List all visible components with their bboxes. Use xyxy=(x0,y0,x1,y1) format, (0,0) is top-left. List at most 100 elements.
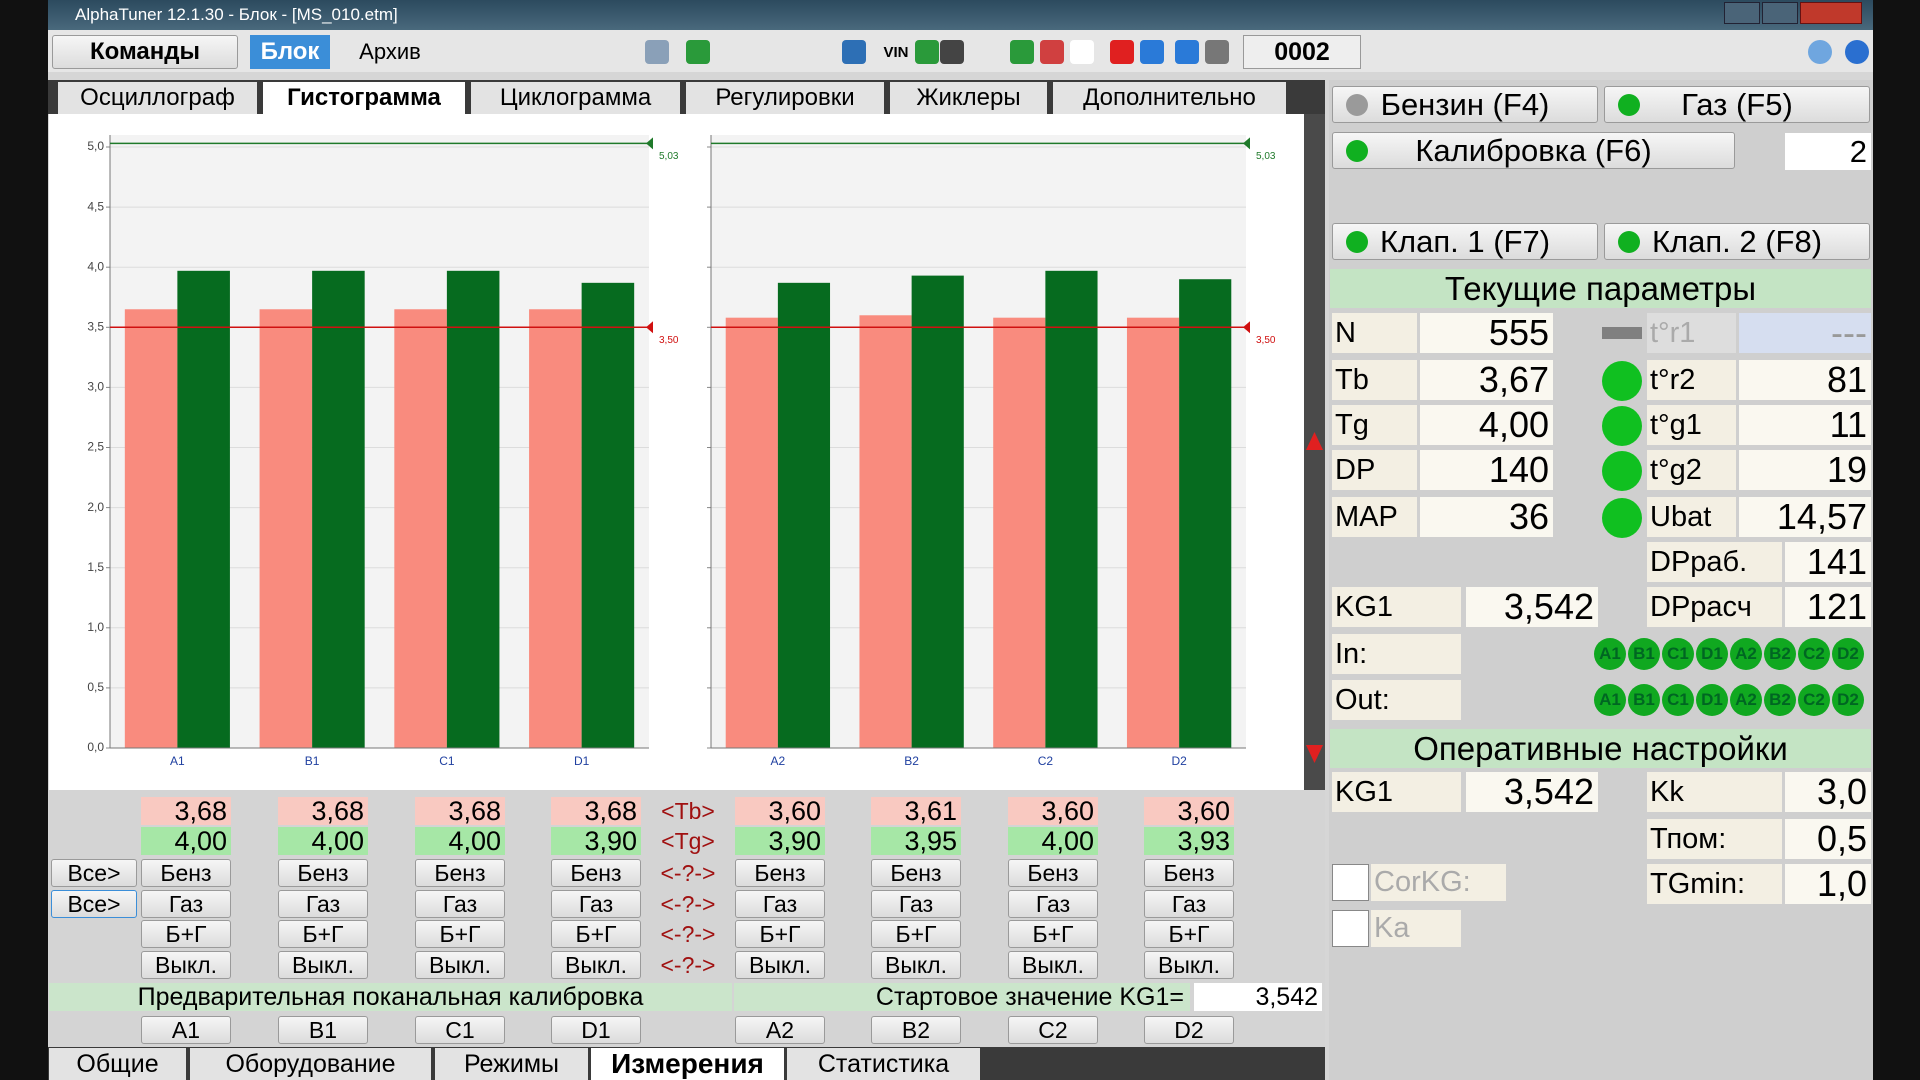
param-label: N xyxy=(1332,313,1417,353)
param-label: KG1 xyxy=(1332,772,1461,812)
mode-button[interactable]: Бенз xyxy=(278,859,368,887)
toolbar-icon[interactable] xyxy=(686,40,710,64)
tg-value: 4,00 xyxy=(278,827,368,855)
tab[interactable]: Гистограмма xyxy=(263,82,465,114)
maximize[interactable] xyxy=(1762,2,1798,24)
io-label: Out: xyxy=(1332,680,1461,720)
y-tick-label: 3,0 xyxy=(87,380,104,394)
mode-button[interactable]: Б+Г xyxy=(871,920,961,948)
bottom-tab[interactable]: Измерения xyxy=(591,1048,784,1080)
mode-button[interactable]: Б+Г xyxy=(415,920,505,948)
mode-button[interactable]: Бенз xyxy=(1144,859,1234,887)
mode-button[interactable]: Б+Г xyxy=(1008,920,1098,948)
toolbar-icon[interactable] xyxy=(1175,40,1199,64)
all-button[interactable]: Все> xyxy=(51,859,137,887)
toolbar-tab[interactable]: Блок xyxy=(250,35,330,69)
mode-button[interactable]: Бенз xyxy=(551,859,641,887)
tab[interactable]: Осциллограф xyxy=(58,82,257,114)
mode-button[interactable]: Б+Г xyxy=(278,920,368,948)
mode-toggle[interactable]: Калибровка (F6) xyxy=(1332,132,1735,169)
mode-button[interactable]: Газ xyxy=(141,890,231,918)
mode-button[interactable]: Б+Г xyxy=(551,920,641,948)
all-button[interactable]: Все> xyxy=(51,890,137,918)
mode-button[interactable]: Б+Г xyxy=(1144,920,1234,948)
help-icon[interactable] xyxy=(1808,40,1832,64)
mode-button[interactable]: Выкл. xyxy=(141,951,231,979)
mode-button[interactable]: Выкл. xyxy=(1008,951,1098,979)
vin-button[interactable]: VIN xyxy=(883,43,909,61)
close[interactable] xyxy=(1800,2,1862,24)
mode-button[interactable]: Б+Г xyxy=(735,920,825,948)
checkbox[interactable] xyxy=(1332,864,1369,901)
mode-button[interactable]: Газ xyxy=(1008,890,1098,918)
channel-button[interactable]: B2 xyxy=(871,1016,961,1044)
channel-button[interactable]: B1 xyxy=(278,1016,368,1044)
mode-button[interactable]: Газ xyxy=(1144,890,1234,918)
mode-button[interactable]: Бенз xyxy=(871,859,961,887)
bottom-tab[interactable]: Статистика xyxy=(787,1048,980,1080)
mode-button[interactable]: Газ xyxy=(735,890,825,918)
toolbar-icon[interactable] xyxy=(1010,40,1034,64)
mode-toggle[interactable]: Бензин (F4) xyxy=(1332,86,1598,123)
x-tick-label: A1 xyxy=(170,754,185,768)
mode-button[interactable]: Газ xyxy=(871,890,961,918)
mode-button[interactable]: Бенз xyxy=(141,859,231,887)
channel-button[interactable]: D2 xyxy=(1144,1016,1234,1044)
toolbar-tab[interactable]: Архив xyxy=(359,39,421,64)
toolbar-icon[interactable] xyxy=(940,40,964,64)
tab[interactable]: Жиклеры xyxy=(890,82,1047,114)
y-tick-label: 0,5 xyxy=(87,680,104,694)
bar xyxy=(725,317,778,748)
bar xyxy=(859,315,912,748)
reference-label: 5,03 xyxy=(659,151,679,162)
x-tick-label: B2 xyxy=(904,754,919,768)
injector: B1 xyxy=(1628,684,1660,716)
mode-button[interactable]: Бенз xyxy=(735,859,825,887)
channel-button[interactable]: C1 xyxy=(415,1016,505,1044)
channel-button[interactable]: A1 xyxy=(141,1016,231,1044)
param-label: t°r1 xyxy=(1647,313,1736,353)
mode-button[interactable]: Выкл. xyxy=(735,951,825,979)
info-icon[interactable] xyxy=(1845,40,1869,64)
mode-button[interactable]: Выкл. xyxy=(415,951,505,979)
minimize[interactable] xyxy=(1724,2,1760,24)
toolbar-icon[interactable] xyxy=(645,40,669,64)
mode-button[interactable]: Газ xyxy=(278,890,368,918)
mode-toggle[interactable]: Клап. 1 (F7) xyxy=(1332,223,1598,260)
mode-button[interactable]: Выкл. xyxy=(1144,951,1234,979)
toolbar-icon[interactable] xyxy=(1205,40,1229,64)
toolbar-tab[interactable]: Команды xyxy=(52,35,238,69)
mode-toggle[interactable]: Газ (F5) xyxy=(1604,86,1870,123)
checkbox[interactable] xyxy=(1332,910,1369,947)
toolbar-icon[interactable] xyxy=(1040,40,1064,64)
mode-button[interactable]: Газ xyxy=(415,890,505,918)
mode-toggle[interactable]: Клап. 2 (F8) xyxy=(1604,223,1870,260)
toolbar-icon[interactable] xyxy=(1070,40,1094,64)
mode-button[interactable]: Б+Г xyxy=(141,920,231,948)
channel-button[interactable]: D1 xyxy=(551,1016,641,1044)
mode-button[interactable]: Бенз xyxy=(415,859,505,887)
mode-button[interactable]: Выкл. xyxy=(551,951,641,979)
toolbar-icon[interactable] xyxy=(915,40,939,64)
tab[interactable]: Циклограмма xyxy=(471,82,680,114)
tb-value: 3,61 xyxy=(871,797,961,825)
toolbar-icon[interactable] xyxy=(1140,40,1164,64)
param-value: 3,542 xyxy=(1466,772,1598,812)
bottom-tab[interactable]: Общие xyxy=(49,1048,186,1080)
tab[interactable]: Регулировки xyxy=(686,82,884,114)
setting-value: 1,0 xyxy=(1785,864,1871,904)
bottom-tab[interactable]: Оборудование xyxy=(190,1048,431,1080)
toolbar-icon[interactable] xyxy=(1110,40,1134,64)
status-bar xyxy=(1602,327,1642,339)
channel-button[interactable]: C2 xyxy=(1008,1016,1098,1044)
toolbar-icon[interactable] xyxy=(842,40,866,64)
injector: D1 xyxy=(1696,638,1728,670)
channel-button[interactable]: A2 xyxy=(735,1016,825,1044)
mode-button[interactable]: Газ xyxy=(551,890,641,918)
unknown-label: <-?-> xyxy=(660,890,716,917)
mode-button[interactable]: Бенз xyxy=(1008,859,1098,887)
mode-button[interactable]: Выкл. xyxy=(871,951,961,979)
bottom-tab[interactable]: Режимы xyxy=(435,1048,588,1080)
mode-button[interactable]: Выкл. xyxy=(278,951,368,979)
tab[interactable]: Дополнительно xyxy=(1053,82,1286,114)
